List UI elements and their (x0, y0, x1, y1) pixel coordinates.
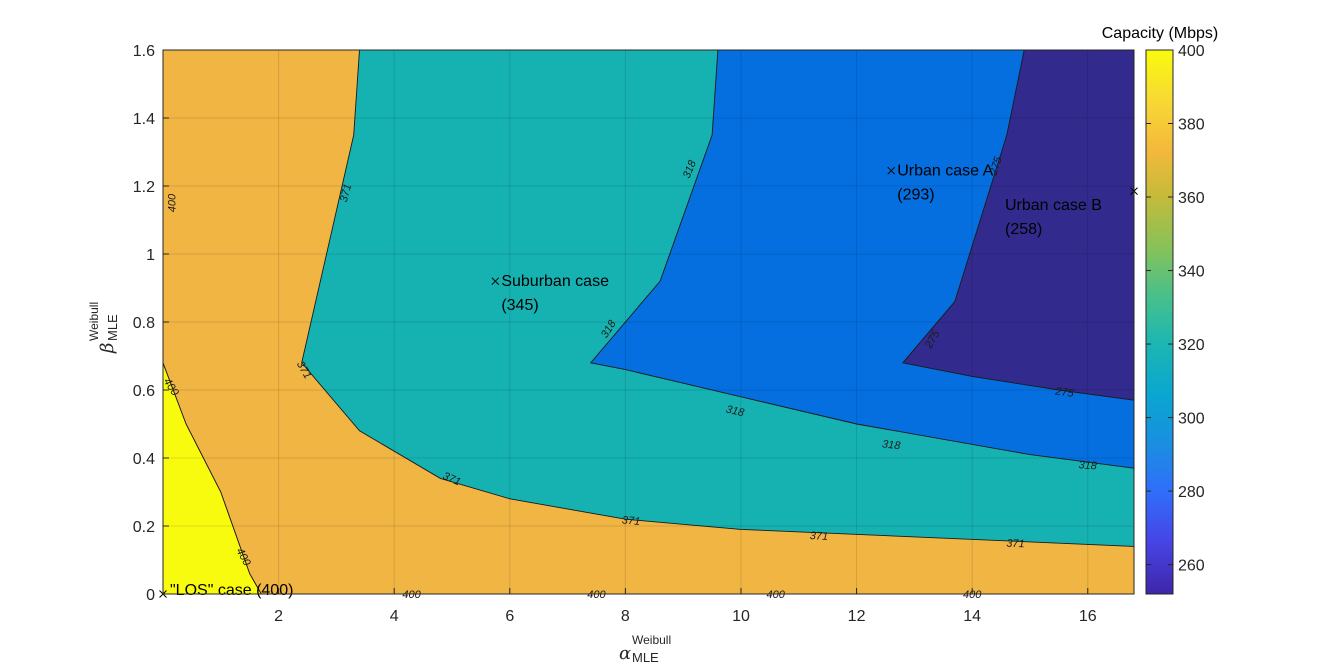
colorbar-tick-label: 360 (1178, 190, 1205, 207)
contour-label-400: 400 (587, 589, 606, 601)
contour-label-400: 400 (167, 193, 179, 212)
contour-label-318: 318 (1078, 459, 1098, 472)
annotation-suburban: Suburban case (345) (491, 273, 609, 314)
contour-label-318: 318 (881, 438, 901, 452)
case-marker-icon (887, 166, 896, 175)
colorbar-tick-label: 260 (1178, 558, 1205, 575)
x-axis-symbol: α (619, 643, 631, 664)
x-axis-label: α (619, 643, 631, 664)
y-tick-label: 0 (146, 587, 155, 604)
y-tick-label: 0.6 (133, 383, 155, 400)
y-tick-label: 0.4 (133, 451, 155, 468)
contour-label-371: 371 (621, 514, 640, 528)
x-tick-label: 10 (732, 608, 750, 625)
contour-label-400: 400 (963, 589, 982, 601)
x-tick-label: 8 (621, 608, 630, 625)
colorbar-ticks: 260 280 300 320 340 360 380 400 (1146, 43, 1205, 575)
annotation-title: Urban case A (897, 163, 993, 180)
colorbar-tick-label: 280 (1178, 484, 1205, 501)
y-axis-symbol: β (97, 343, 118, 354)
colorbar-title: Capacity (Mbps) (1102, 25, 1218, 42)
x-tick-label: 4 (390, 608, 399, 625)
y-axis-superscript: Weibull (87, 302, 101, 341)
y-tick-label: 1.2 (133, 179, 155, 196)
y-tick-label: 0.2 (133, 519, 155, 536)
annotation-urban-a: Urban case A (293) (887, 163, 994, 204)
contour-label-275: 275 (1054, 385, 1076, 400)
x-axis-superscript: Weibull (632, 633, 671, 647)
colorbar-tick-label: 380 (1178, 117, 1205, 134)
y-tick-label: 1.6 (133, 43, 155, 60)
colorbar-tick-label: 320 (1178, 337, 1205, 354)
contour-bands (163, 50, 1134, 594)
x-tick-label: 2 (274, 608, 283, 625)
contour-label-371: 371 (1006, 538, 1025, 551)
annotation-title: Urban case B (1005, 197, 1102, 214)
contour-label-371: 371 (809, 530, 828, 543)
annotation-los: "LOS" case (400) (159, 582, 293, 599)
x-tick-label: 16 (1079, 608, 1097, 625)
colorbar-tick-label: 300 (1178, 411, 1205, 428)
contour-label-371: 371 (338, 183, 354, 204)
case-annotations: "LOS" case (400) Suburban case (345) Urban … (159, 163, 1138, 599)
annotation-value: (345) (501, 297, 538, 314)
y-tick-label: 1 (146, 247, 155, 264)
contour-label-275: 275 (987, 155, 1005, 178)
contour-label-400: 400 (402, 589, 421, 601)
annotation-title: Suburban case (501, 273, 609, 290)
x-tick-label: 6 (505, 608, 514, 625)
case-marker-icon (491, 277, 500, 286)
contour-label-400: 400 (766, 589, 785, 601)
y-axis-subscript: MLE (105, 314, 120, 341)
x-tick-label: 12 (848, 608, 866, 625)
y-tick-label: 1.4 (133, 111, 155, 128)
annotation-value: (258) (1005, 221, 1042, 238)
colorbar-tick-label: 340 (1178, 264, 1205, 281)
annotation-urban-b: Urban case B (258) (1005, 187, 1138, 238)
y-axis-ticks: 0 0.2 0.4 0.6 0.8 1 1.2 1.4 1.6 (133, 43, 169, 604)
colorbar-tick-label: 400 (1178, 43, 1205, 60)
x-axis-ticks: 2 4 6 8 10 12 14 16 (274, 588, 1097, 625)
x-tick-label: 14 (963, 608, 981, 625)
contour-label-318: 318 (725, 403, 746, 419)
annotation-title: "LOS" case (400) (170, 582, 293, 599)
y-tick-label: 0.8 (133, 315, 155, 332)
annotation-value: (293) (897, 187, 934, 204)
y-axis-label: β Weibull MLE (87, 302, 120, 354)
contour-band-252 (901, 50, 1134, 401)
x-axis-subscript: MLE (632, 650, 659, 665)
colorbar (1145, 49, 1174, 595)
